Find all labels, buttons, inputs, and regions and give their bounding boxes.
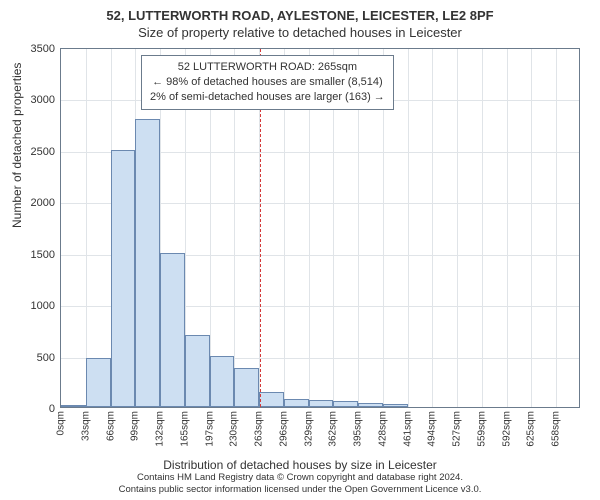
grid-line-vertical [556, 49, 557, 407]
info-box-line1: 52 LUTTERWORTH ROAD: 265sqm [150, 60, 385, 75]
grid-line-vertical [457, 49, 458, 407]
chart-container: 05001000150020002500300035000sqm33sqm66s… [60, 48, 580, 408]
x-tick-label: 527sqm [452, 411, 463, 447]
info-box-line2: ← 98% of detached houses are smaller (8,… [150, 75, 385, 90]
x-tick-label: 625sqm [526, 411, 537, 447]
attribution-line2: Contains public sector information licen… [4, 484, 596, 496]
x-tick-label: 494sqm [427, 411, 438, 447]
x-tick-label: 99sqm [130, 411, 141, 441]
plot-area: 05001000150020002500300035000sqm33sqm66s… [60, 48, 580, 408]
page-title-address: 52, LUTTERWORTH ROAD, AYLESTONE, LEICEST… [0, 0, 600, 23]
x-tick-label: 66sqm [105, 411, 116, 441]
x-tick-label: 132sqm [155, 411, 166, 447]
x-tick-label: 165sqm [179, 411, 190, 447]
x-tick-label: 592sqm [501, 411, 512, 447]
histogram-bar [234, 368, 259, 407]
histogram-bar [259, 392, 284, 407]
histogram-bar [135, 119, 160, 407]
x-tick-label: 362sqm [328, 411, 339, 447]
y-tick-label: 500 [37, 352, 55, 364]
histogram-bar [358, 403, 383, 407]
y-tick-label: 1000 [31, 300, 55, 312]
page-subtitle: Size of property relative to detached ho… [0, 23, 600, 40]
x-tick-label: 461sqm [402, 411, 413, 447]
histogram-bar [61, 405, 86, 407]
x-tick-label: 329sqm [303, 411, 314, 447]
histogram-bar [333, 401, 358, 407]
y-tick-label: 2500 [31, 146, 55, 158]
histogram-bar [111, 150, 136, 407]
x-tick-label: 197sqm [204, 411, 215, 447]
attribution: Contains HM Land Registry data © Crown c… [0, 470, 600, 500]
y-tick-label: 2000 [31, 197, 55, 209]
grid-line-vertical [531, 49, 532, 407]
y-tick-label: 1500 [31, 249, 55, 261]
x-tick-label: 33sqm [80, 411, 91, 441]
histogram-bar [160, 253, 185, 407]
histogram-bar [284, 399, 309, 407]
grid-line-vertical [86, 49, 87, 407]
x-tick-label: 296sqm [278, 411, 289, 447]
y-axis-title: Number of detached properties [10, 63, 24, 228]
x-tick-label: 395sqm [353, 411, 364, 447]
attribution-line1: Contains HM Land Registry data © Crown c… [4, 472, 596, 484]
grid-line-vertical [408, 49, 409, 407]
histogram-bar [86, 358, 111, 407]
info-box: 52 LUTTERWORTH ROAD: 265sqm ← 98% of det… [141, 55, 394, 110]
x-tick-label: 428sqm [377, 411, 388, 447]
x-tick-label: 230sqm [229, 411, 240, 447]
x-tick-label: 658sqm [551, 411, 562, 447]
y-tick-label: 3000 [31, 94, 55, 106]
y-tick-label: 3500 [31, 43, 55, 55]
histogram-bar [210, 356, 235, 407]
histogram-bar [383, 404, 408, 407]
x-tick-label: 0sqm [56, 411, 67, 435]
info-box-line3: 2% of semi-detached houses are larger (1… [150, 90, 385, 105]
x-tick-label: 559sqm [476, 411, 487, 447]
grid-line-vertical [507, 49, 508, 407]
histogram-bar [185, 335, 210, 407]
grid-line-vertical [482, 49, 483, 407]
y-tick-label: 0 [49, 403, 55, 415]
histogram-bar [309, 400, 334, 407]
x-tick-label: 263sqm [254, 411, 265, 447]
grid-line-vertical [432, 49, 433, 407]
